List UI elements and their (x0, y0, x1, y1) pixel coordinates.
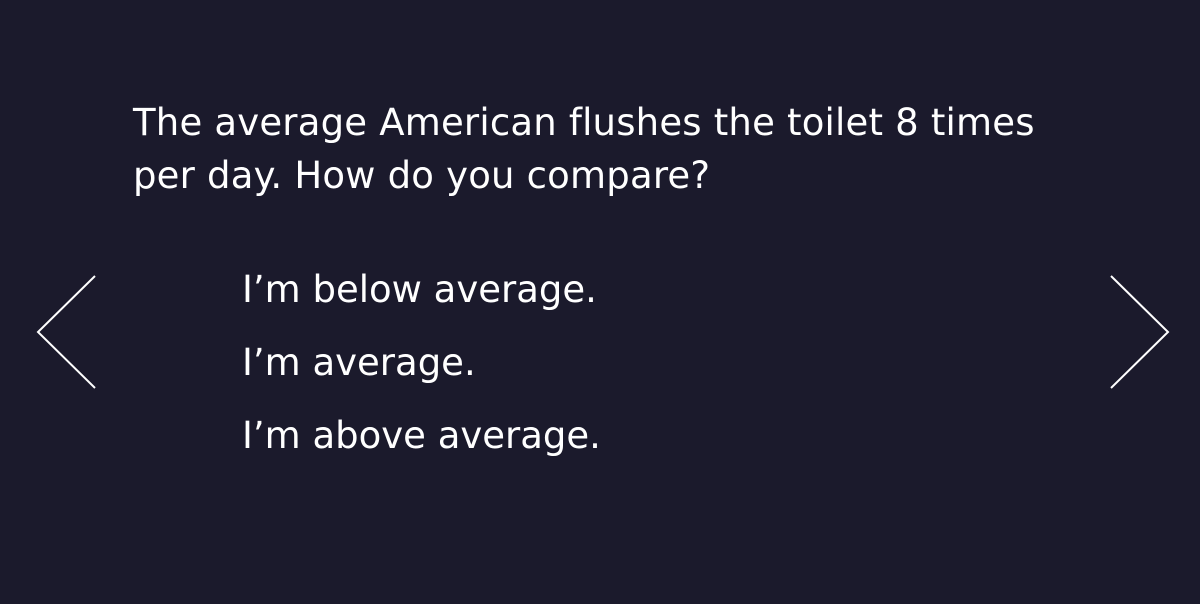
question-text: The average American flushes the toilet … (133, 101, 1035, 197)
chevron-right-icon (1110, 275, 1170, 389)
option-average[interactable]: I’m average. (242, 341, 476, 384)
option-above-average[interactable]: I’m above average. (242, 414, 601, 457)
chevron-left-icon (36, 275, 96, 389)
next-button[interactable] (1108, 274, 1172, 392)
answer-options: I’m below average. I’m average. I’m abov… (242, 253, 601, 472)
option-below-average[interactable]: I’m below average. (242, 268, 597, 311)
previous-button[interactable] (34, 274, 98, 392)
